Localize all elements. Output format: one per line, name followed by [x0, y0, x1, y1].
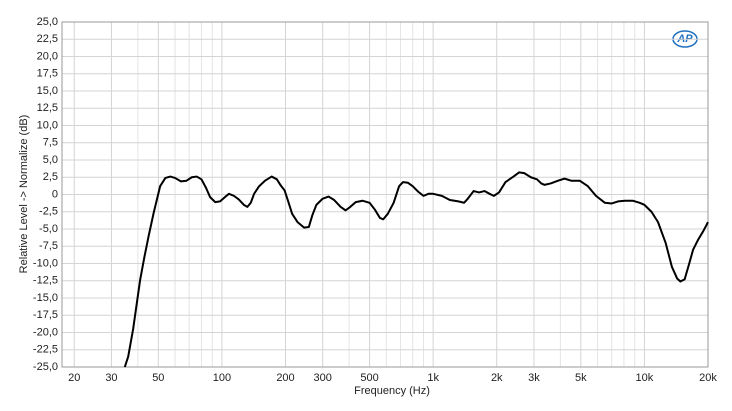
y-tick-label: -25,0	[33, 361, 58, 373]
y-tick-label: -17,5	[33, 309, 58, 321]
y-tick-label: 7,5	[43, 137, 58, 149]
y-tick-label: -7,5	[39, 240, 58, 252]
x-tick-label: 3k	[528, 372, 540, 384]
y-tick-label: -10,0	[33, 257, 58, 269]
y-tick-label: 15,0	[37, 85, 58, 97]
y-tick-label: 25,0	[37, 16, 58, 28]
y-axis-label: Relative Level -> Normalize (dB)	[18, 115, 30, 274]
x-tick-label: 20	[68, 372, 80, 384]
y-tick-label: 12,5	[37, 102, 58, 114]
x-tick-label: 30	[105, 372, 117, 384]
y-tick-label: -15,0	[33, 292, 58, 304]
x-tick-label: 100	[213, 372, 231, 384]
x-axis-label: Frequency (Hz)	[354, 385, 430, 397]
x-tick-label: 20k	[699, 372, 717, 384]
x-tick-label: 300	[314, 372, 332, 384]
y-tick-label: 0	[52, 188, 58, 200]
y-tick-label: -5,0	[39, 223, 58, 235]
x-tick-label: 5k	[575, 372, 587, 384]
y-tick-label: -12,5	[33, 275, 58, 287]
plot-frame	[61, 21, 709, 368]
y-tick-label: 10,0	[37, 119, 58, 131]
x-tick-label: 200	[276, 372, 294, 384]
x-tick-label: 2k	[491, 372, 503, 384]
x-tick-label: 500	[360, 372, 378, 384]
y-tick-label: 5,0	[43, 154, 58, 166]
y-tick-label: 20,0	[37, 50, 58, 62]
y-tick-label: -22,5	[33, 344, 58, 356]
x-tick-label: 50	[152, 372, 164, 384]
y-tick-label: 2,5	[43, 171, 58, 183]
x-tick-label: 1k	[427, 372, 439, 384]
y-tick-label: 22,5	[37, 33, 58, 45]
x-tick-label: 10k	[636, 372, 654, 384]
response-line	[123, 171, 709, 368]
y-tick-label: -20,0	[33, 326, 58, 338]
y-tick-label: 17,5	[37, 68, 58, 80]
y-tick-label: -2,5	[39, 206, 58, 218]
